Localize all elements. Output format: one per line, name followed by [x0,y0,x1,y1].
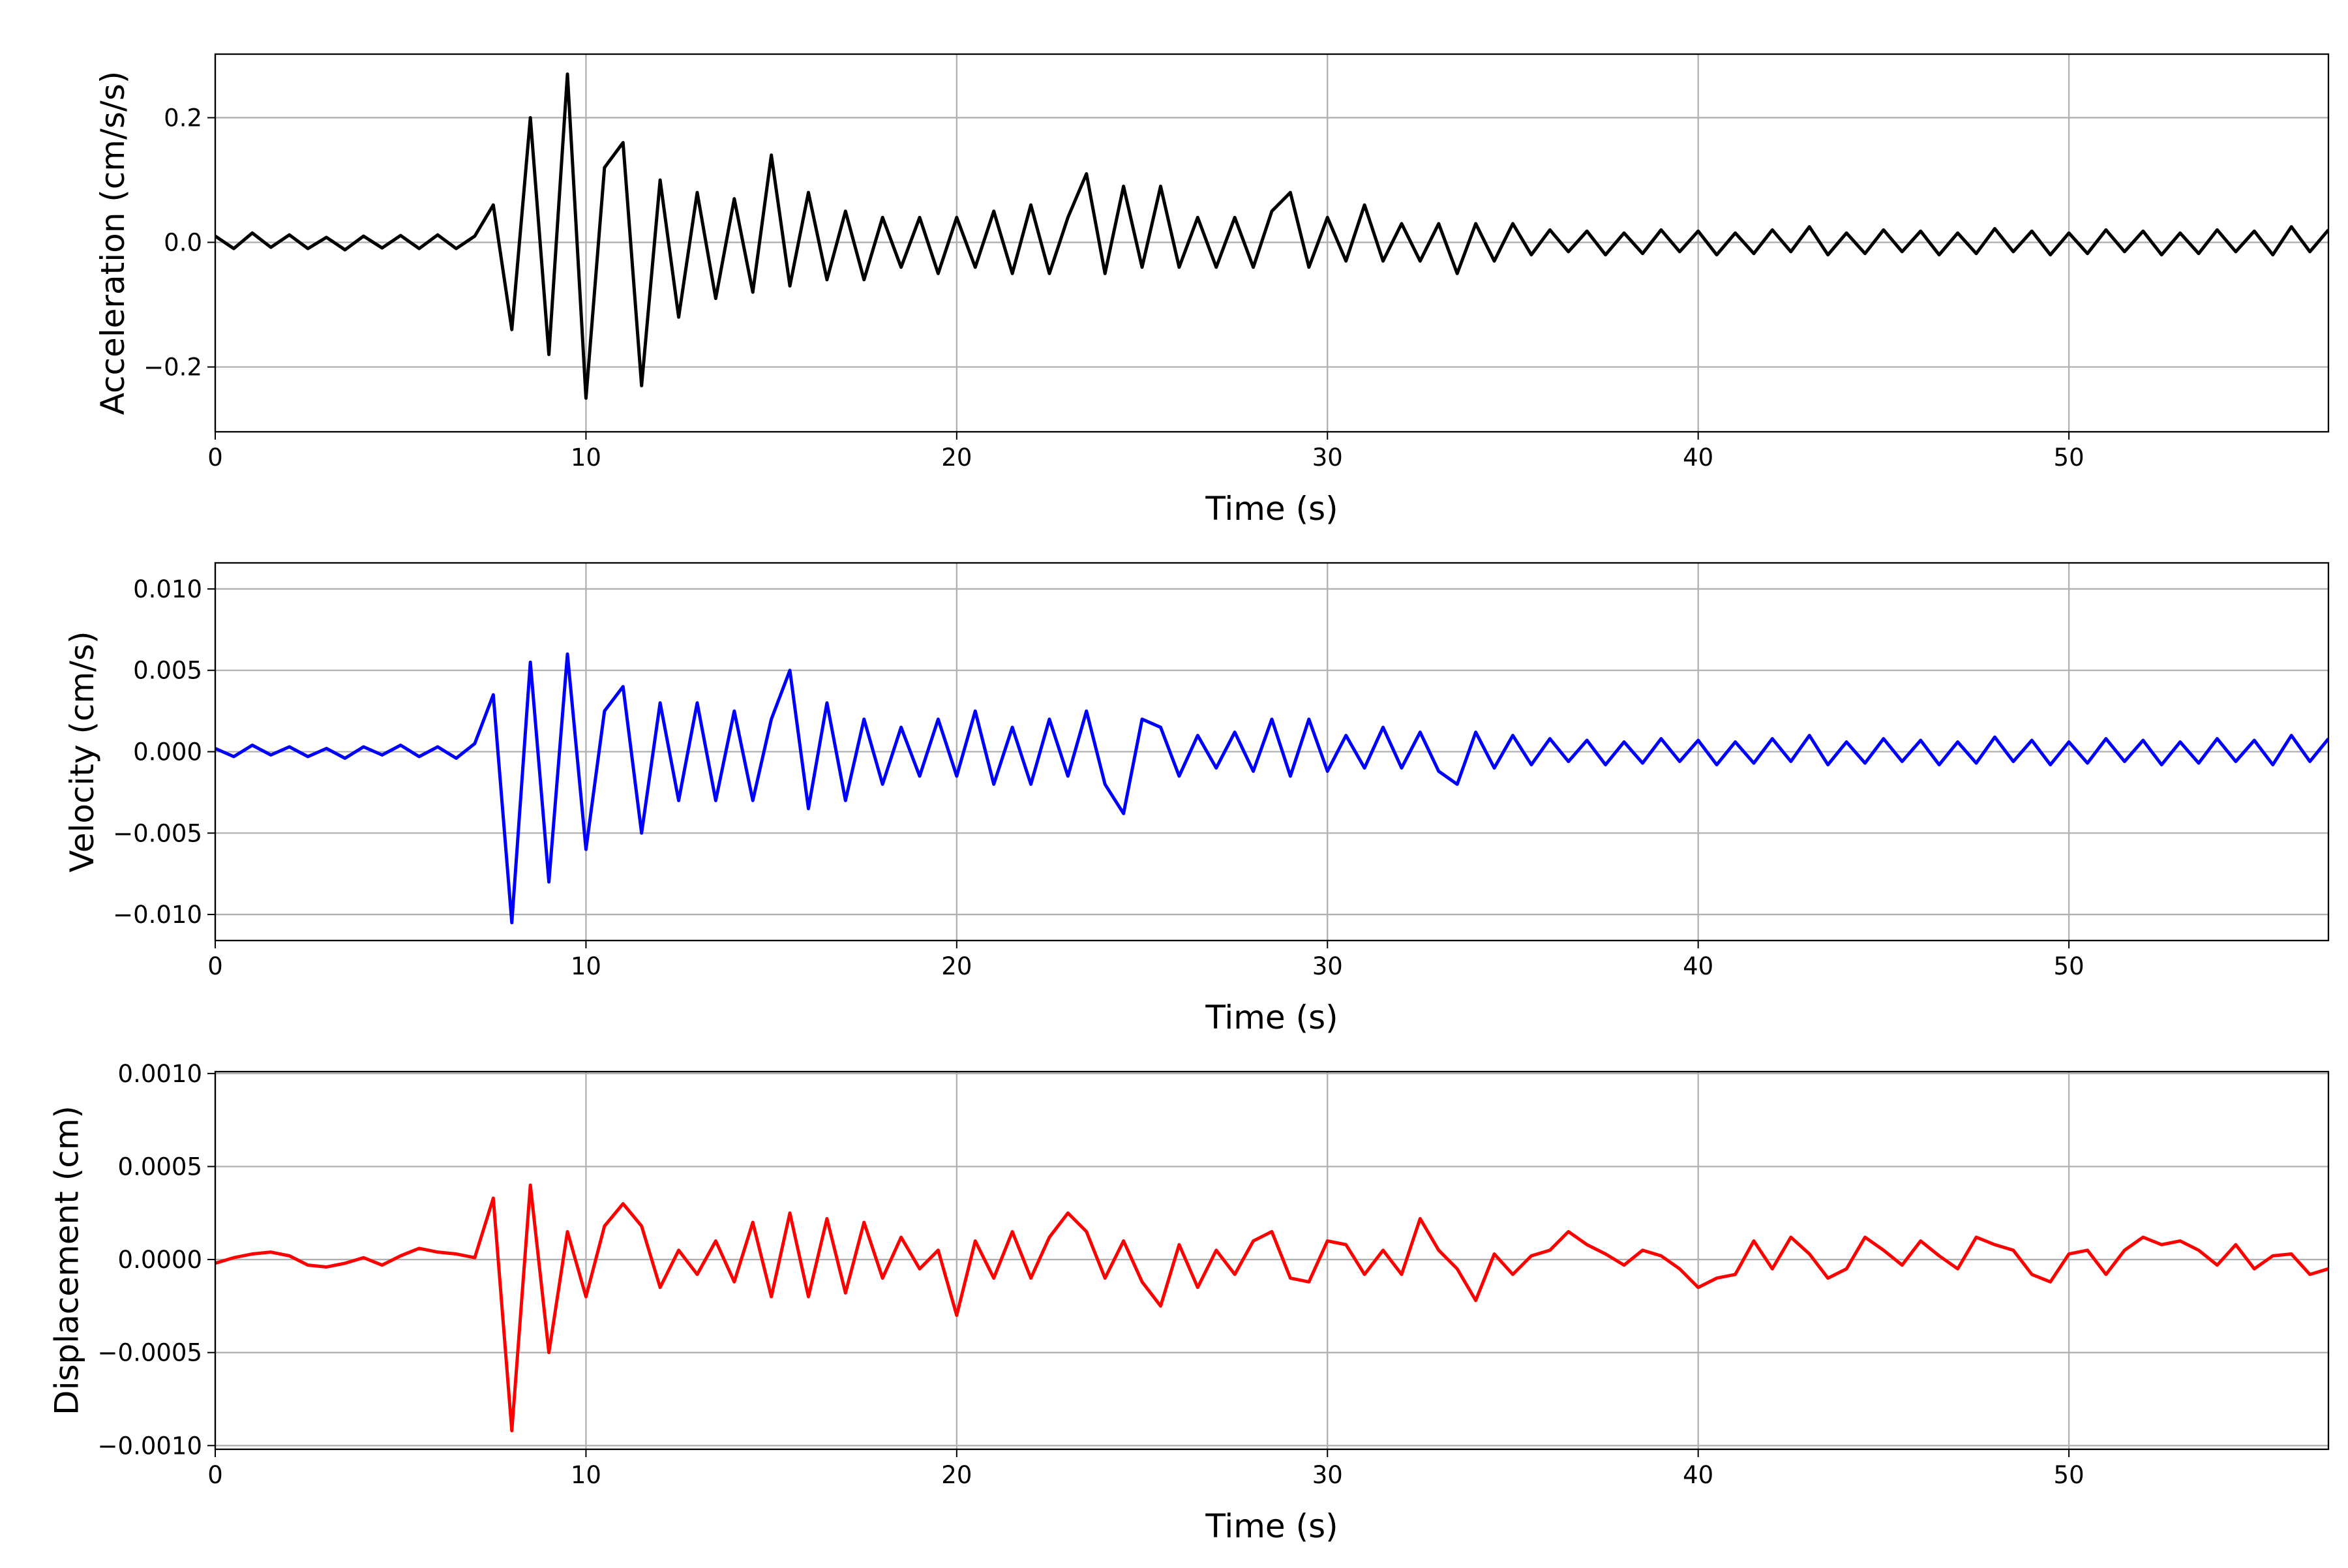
x-tick-label: 50 [2054,444,2085,472]
x-axis-label: Time (s) [1205,490,1338,528]
x-tick-label: 10 [571,444,601,472]
axes-frame [214,1070,2330,1451]
x-tick-label: 40 [1683,1461,1713,1489]
x-tick-label: 50 [2054,1461,2085,1489]
x-tick-label: 20 [941,444,972,472]
y-tick-label: 0.005 [133,657,202,685]
x-axis-label: Time (s) [1205,1507,1338,1545]
x-tick-label: 50 [2054,952,2085,980]
y-tick-label: 0.0010 [118,1060,202,1088]
y-tick-label: 0.0005 [118,1153,202,1181]
data-line [215,652,2328,925]
x-tick-label: 0 [207,1461,223,1489]
subplot: 0 10 20 30 40 50 −0.0010 −0.0005 0.0000 0.0005 0.0… [48,1060,2330,1545]
y-tick-label: 0.010 [133,575,202,603]
y-tick-label: 0.0 [164,229,202,257]
subplot: 0 10 20 30 40 50 −0.010 −0.005 0.000 0.005 0.010 Ti… [63,562,2330,1036]
y-tick-label: −0.010 [113,901,202,929]
x-tick-label: 30 [1312,444,1343,472]
data-line [215,72,2328,400]
x-tick-label: 20 [941,1461,972,1489]
data-line [215,1183,2328,1432]
y-tick-label: 0.000 [133,738,202,766]
y-tick-label: −0.0005 [98,1339,202,1367]
y-axis-label: Displacement (cm) [48,1106,86,1415]
y-tick-label: 0.2 [164,104,202,132]
y-axis-label: Velocity (cm/s) [63,631,101,872]
x-axis-label: Time (s) [1205,999,1338,1036]
y-axis-label: Acceleration (cm/s/s) [94,71,132,415]
x-tick-label: 0 [207,952,223,980]
axes-frame [214,53,2330,433]
y-tick-label: 0.0000 [118,1246,202,1274]
x-tick-label: 40 [1683,952,1713,980]
y-tick-label: −0.2 [143,354,202,382]
x-tick-label: 0 [207,444,223,472]
x-tick-label: 10 [571,1461,601,1489]
x-tick-label: 30 [1312,952,1343,980]
subplot: 0 10 20 30 40 50 −0.2 0.0 0.2 Time (s) Acceleratio… [94,53,2330,528]
x-tick-label: 40 [1683,444,1713,472]
x-tick-label: 10 [571,952,601,980]
y-tick-label: −0.005 [113,819,202,847]
x-tick-label: 30 [1312,1461,1343,1489]
y-tick-label: −0.0010 [98,1432,202,1460]
axes-frame [214,562,2330,942]
x-tick-label: 20 [941,952,972,980]
